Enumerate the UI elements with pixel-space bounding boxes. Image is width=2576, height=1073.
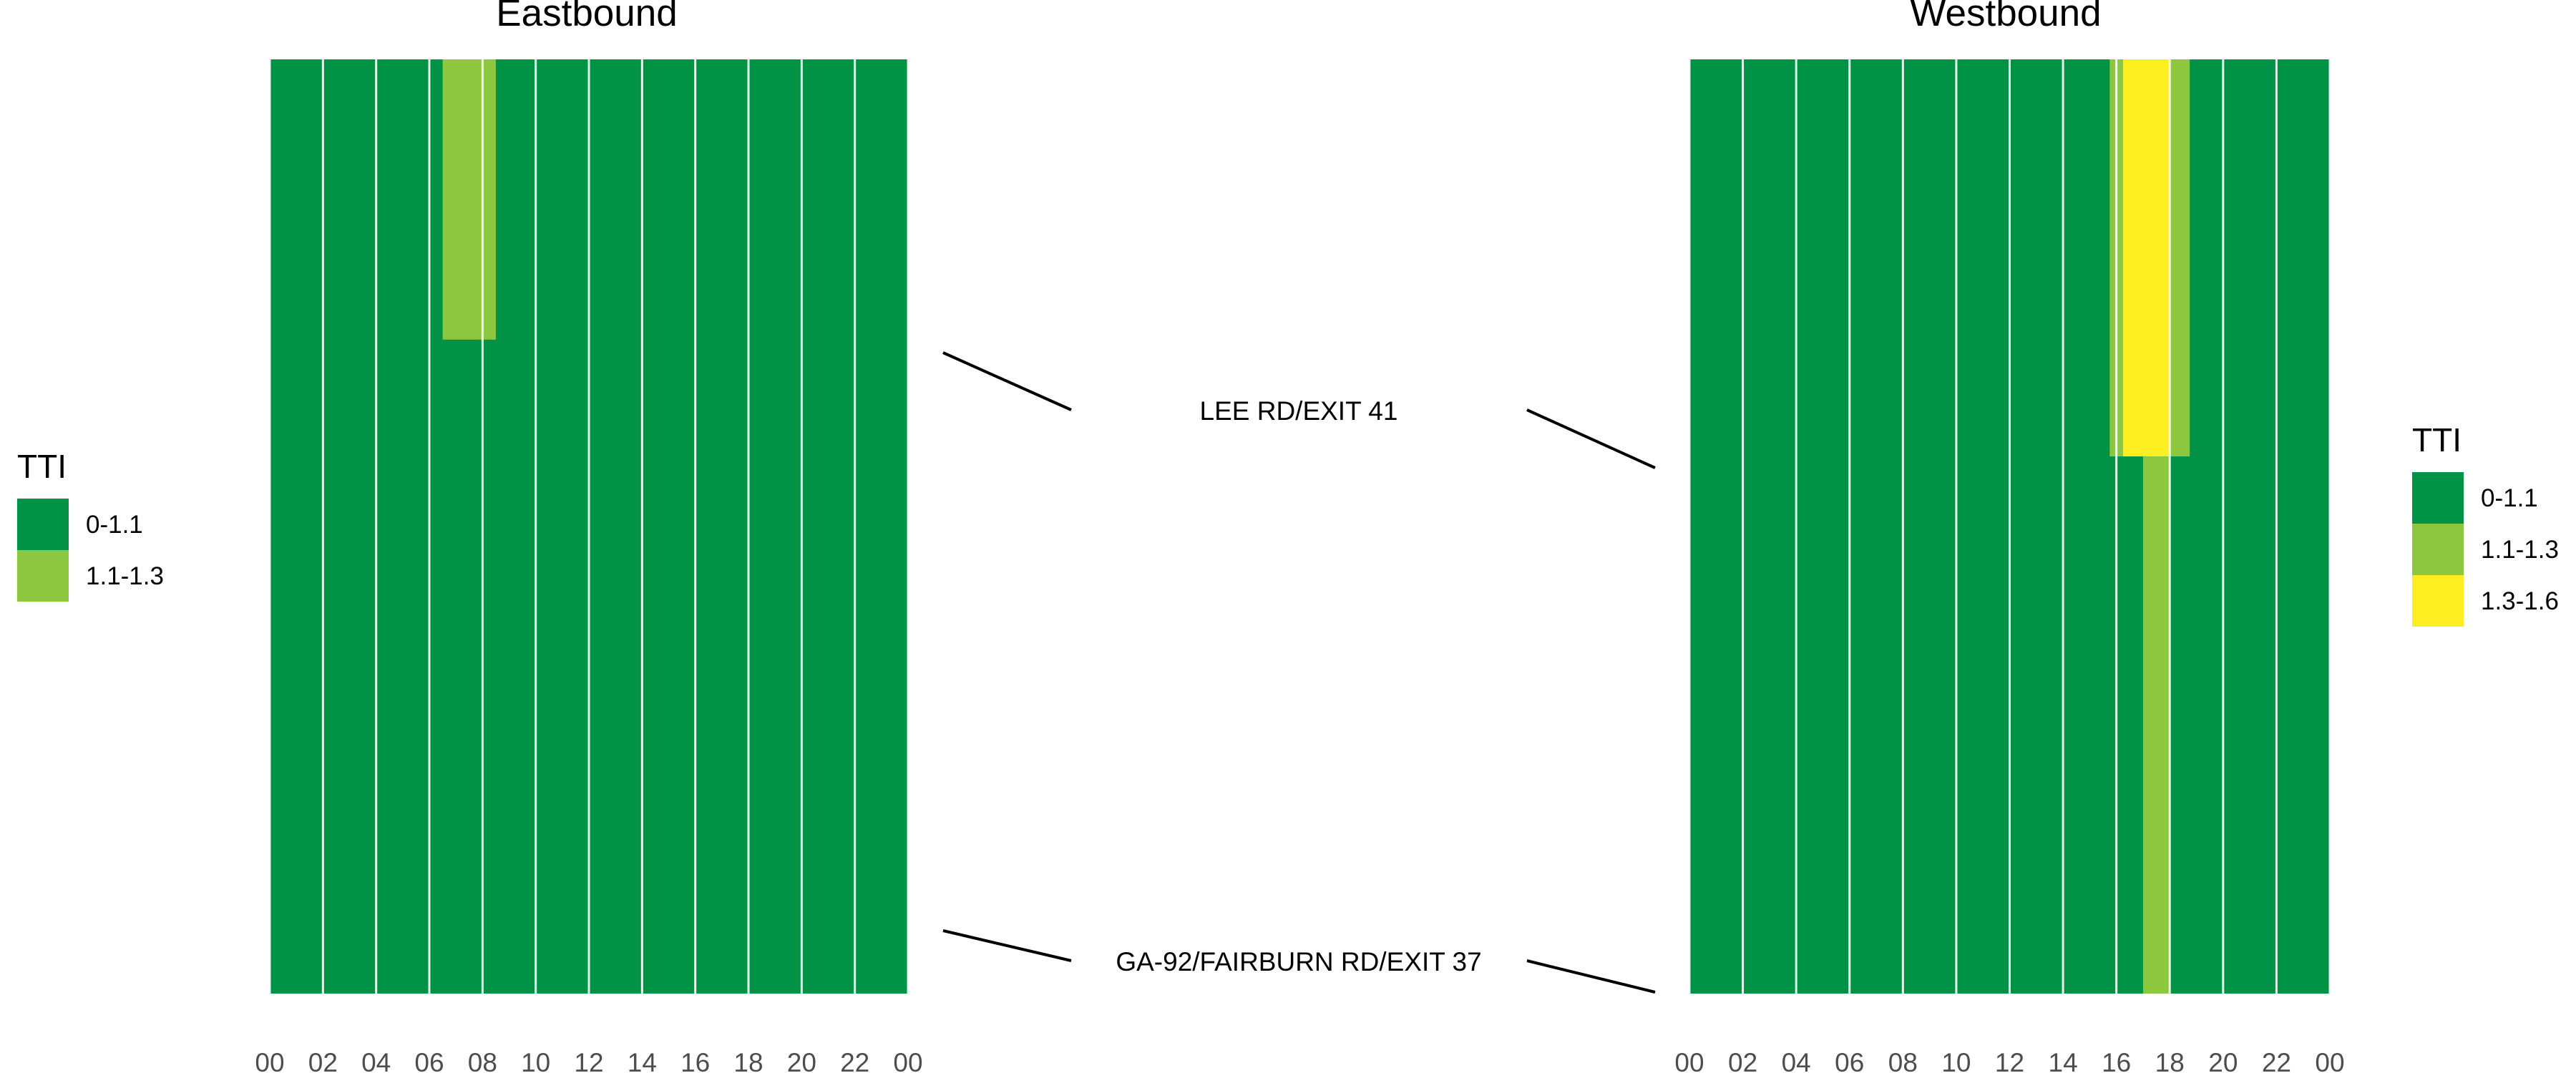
legend-swatch [2412, 472, 2464, 524]
x-tick-label: 14 [2049, 1048, 2078, 1073]
x-tick-label: 20 [2208, 1048, 2238, 1073]
connector-line [942, 351, 1072, 411]
westbound-heatmap [1688, 59, 2331, 994]
x-tick-label: 08 [1888, 1048, 1918, 1073]
x-tick-label: 10 [521, 1048, 550, 1073]
x-tick-label: 18 [733, 1048, 763, 1073]
legend-swatch [2412, 524, 2464, 575]
heatmap-cell [2122, 59, 2170, 457]
x-tick-label: 04 [1782, 1048, 1811, 1073]
connector-line [1526, 959, 1656, 994]
eastbound-title: Eastbound [496, 0, 677, 34]
x-tick-label: 20 [787, 1048, 816, 1073]
x-tick-label: 08 [468, 1048, 497, 1073]
x-tick-label: 16 [2102, 1048, 2131, 1073]
legend-label: 1.1-1.3 [86, 562, 164, 590]
x-tick-label: 06 [414, 1048, 444, 1073]
heatmap-cell [2170, 59, 2190, 457]
legend-title: TTI [17, 448, 67, 485]
x-tick-label: 06 [1835, 1048, 1864, 1073]
x-tick-label: 12 [1995, 1048, 2024, 1073]
legend-title: TTI [2412, 421, 2462, 459]
x-tick-label: 16 [680, 1048, 710, 1073]
westbound-legend: TTI 0-1.1 1.1-1.3 1.3-1.6 [2412, 421, 2559, 627]
road-label-lee-rd: LEE RD/EXIT 41 [1200, 396, 1398, 426]
heatmap-cell [442, 59, 496, 340]
x-tick-label: 10 [1941, 1048, 1971, 1073]
x-tick-label: 00 [1674, 1048, 1704, 1073]
eastbound-panel: Eastbound 00 02 04 06 08 10 12 14 16 18 20 22 00 [255, 0, 922, 1073]
eastbound-legend: TTI 0-1.1 1.1-1.3 [17, 448, 164, 602]
westbound-title: Westbound [1910, 0, 2101, 34]
eastbound-x-axis: 00 02 04 06 08 10 12 14 16 18 20 22 00 [255, 1048, 922, 1073]
x-tick-label: 22 [840, 1048, 869, 1073]
x-tick-label: 04 [361, 1048, 391, 1073]
connector-line [1526, 408, 1656, 469]
x-tick-label: 02 [1728, 1048, 1757, 1073]
legend-label: 1.3-1.6 [2481, 587, 2559, 615]
x-tick-label: 18 [2155, 1048, 2185, 1073]
heatmap-cell [2142, 456, 2170, 994]
road-label-ga-92: GA-92/FAIRBURN RD/EXIT 37 [1116, 947, 1481, 976]
x-tick-label: 00 [2315, 1048, 2344, 1073]
road-segment-labels: LEE RD/EXIT 41 GA-92/FAIRBURN RD/EXIT 37 [942, 351, 1656, 994]
x-tick-label: 00 [255, 1048, 284, 1073]
connector-line [942, 929, 1072, 962]
legend-label: 1.1-1.3 [2481, 536, 2559, 564]
westbound-panel: Westbound 00 02 04 06 08 10 12 14 16 18 20 22 00 [1674, 0, 2344, 1073]
legend-label: 0-1.1 [2481, 484, 2538, 512]
x-tick-label: 14 [628, 1048, 657, 1073]
legend-swatch [2412, 575, 2464, 627]
x-tick-label: 02 [308, 1048, 338, 1073]
legend-label: 0-1.1 [86, 511, 143, 539]
westbound-x-axis: 00 02 04 06 08 10 12 14 16 18 20 22 00 [1674, 1048, 2344, 1073]
legend-swatch [17, 550, 69, 602]
x-tick-label: 12 [574, 1048, 603, 1073]
x-tick-label: 22 [2262, 1048, 2291, 1073]
eastbound-heatmap [268, 59, 909, 994]
legend-swatch [17, 499, 69, 550]
x-tick-label: 00 [893, 1048, 922, 1073]
